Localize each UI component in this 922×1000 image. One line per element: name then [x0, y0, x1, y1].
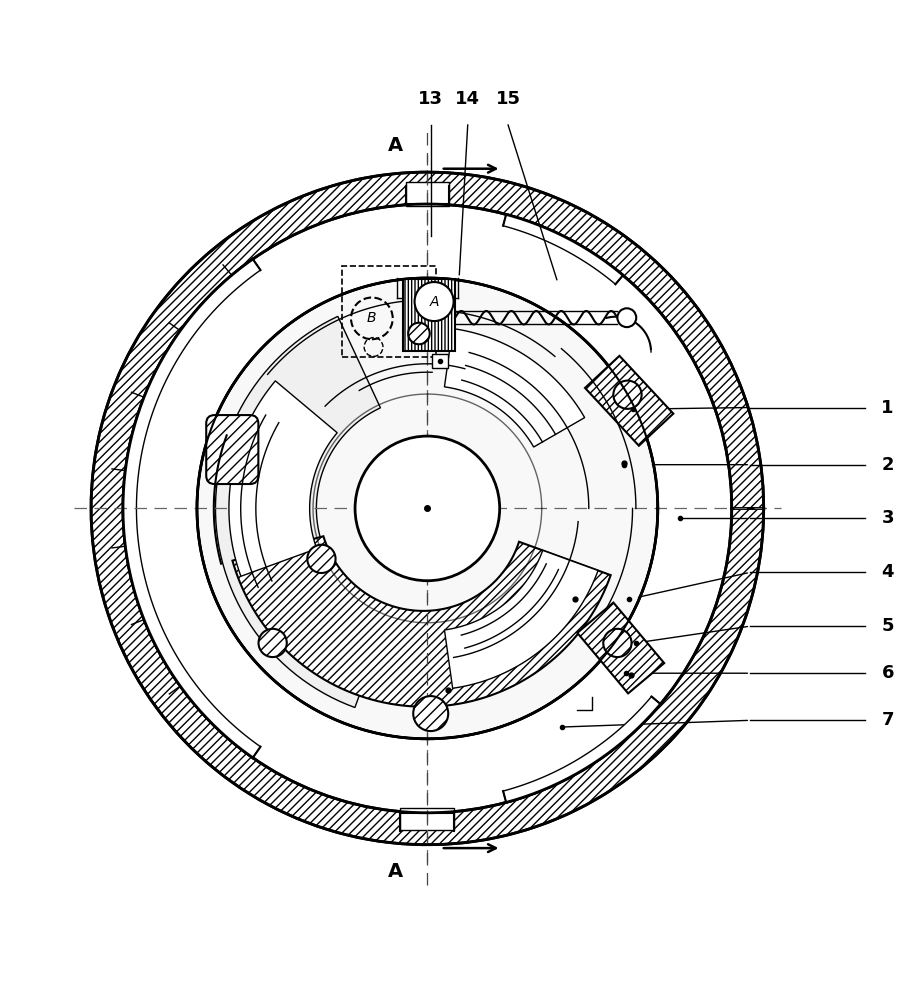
Text: 14: 14 — [455, 90, 480, 108]
Bar — [341, 266, 436, 357]
Text: 3: 3 — [881, 509, 894, 527]
Polygon shape — [91, 172, 763, 845]
Text: 7: 7 — [881, 711, 894, 729]
Polygon shape — [577, 603, 664, 693]
Bar — [431, 354, 448, 368]
Circle shape — [413, 696, 448, 731]
Circle shape — [355, 436, 500, 581]
Circle shape — [603, 629, 632, 657]
Text: 1: 1 — [881, 399, 894, 417]
Circle shape — [258, 629, 287, 657]
Polygon shape — [585, 356, 673, 446]
Circle shape — [613, 381, 642, 409]
Text: 13: 13 — [419, 90, 443, 108]
Circle shape — [408, 323, 430, 344]
Polygon shape — [199, 280, 656, 737]
Text: 15: 15 — [496, 90, 521, 108]
Polygon shape — [444, 329, 585, 447]
Polygon shape — [123, 259, 261, 758]
Polygon shape — [444, 550, 598, 688]
Polygon shape — [232, 536, 610, 707]
Circle shape — [307, 545, 336, 573]
Text: A: A — [388, 136, 403, 155]
Text: B: B — [367, 311, 376, 325]
Polygon shape — [503, 214, 623, 284]
Bar — [403, 279, 455, 351]
Polygon shape — [503, 696, 661, 803]
FancyBboxPatch shape — [207, 415, 258, 484]
Text: 5: 5 — [881, 617, 894, 635]
Text: A: A — [388, 862, 403, 881]
Text: 6: 6 — [881, 664, 894, 682]
Text: 2: 2 — [881, 456, 894, 474]
Circle shape — [618, 308, 636, 327]
Circle shape — [415, 282, 454, 321]
Polygon shape — [216, 316, 389, 708]
Polygon shape — [229, 381, 337, 576]
Bar — [400, 808, 455, 830]
Text: A: A — [430, 295, 439, 309]
Text: 4: 4 — [881, 563, 894, 581]
Circle shape — [197, 278, 657, 739]
Bar — [406, 182, 449, 206]
